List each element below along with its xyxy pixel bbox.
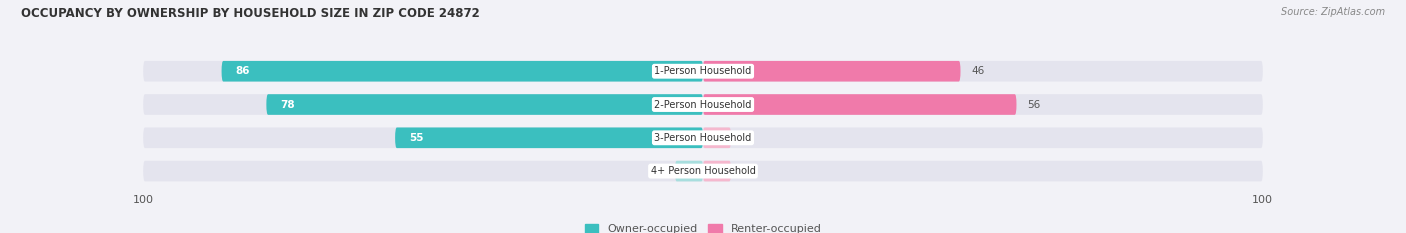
FancyBboxPatch shape <box>395 127 703 148</box>
Text: 78: 78 <box>280 99 295 110</box>
FancyBboxPatch shape <box>143 127 1263 148</box>
Text: 46: 46 <box>972 66 986 76</box>
Text: 86: 86 <box>236 66 250 76</box>
FancyBboxPatch shape <box>222 61 703 82</box>
Legend: Owner-occupied, Renter-occupied: Owner-occupied, Renter-occupied <box>581 219 825 233</box>
FancyBboxPatch shape <box>703 161 731 182</box>
Text: 0: 0 <box>740 133 747 143</box>
FancyBboxPatch shape <box>143 94 1263 115</box>
Text: 0: 0 <box>740 166 747 176</box>
FancyBboxPatch shape <box>703 94 1017 115</box>
Text: OCCUPANCY BY OWNERSHIP BY HOUSEHOLD SIZE IN ZIP CODE 24872: OCCUPANCY BY OWNERSHIP BY HOUSEHOLD SIZE… <box>21 7 479 20</box>
FancyBboxPatch shape <box>703 127 731 148</box>
Text: Source: ZipAtlas.com: Source: ZipAtlas.com <box>1281 7 1385 17</box>
FancyBboxPatch shape <box>143 161 1263 182</box>
Text: 3-Person Household: 3-Person Household <box>654 133 752 143</box>
FancyBboxPatch shape <box>703 61 960 82</box>
FancyBboxPatch shape <box>675 161 703 182</box>
Text: 2-Person Household: 2-Person Household <box>654 99 752 110</box>
Text: 4+ Person Household: 4+ Person Household <box>651 166 755 176</box>
FancyBboxPatch shape <box>266 94 703 115</box>
Text: 55: 55 <box>409 133 423 143</box>
Text: 56: 56 <box>1028 99 1040 110</box>
FancyBboxPatch shape <box>143 61 1263 82</box>
Text: 0: 0 <box>659 166 666 176</box>
Text: 1-Person Household: 1-Person Household <box>654 66 752 76</box>
